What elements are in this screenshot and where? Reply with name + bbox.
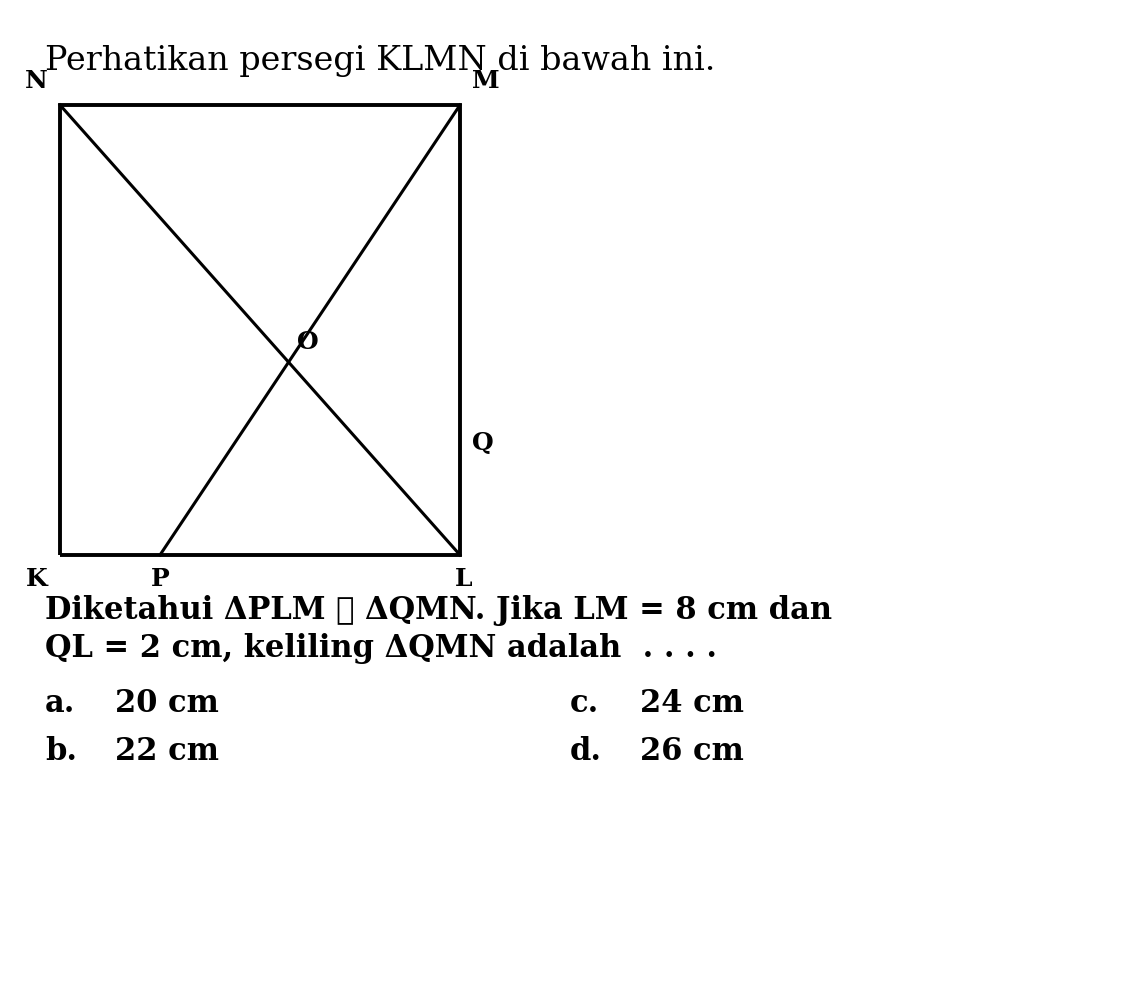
Text: P: P: [151, 567, 169, 591]
Text: d.: d.: [570, 736, 602, 767]
Text: QL = 2 cm, keliling ΔQMN adalah  . . . .: QL = 2 cm, keliling ΔQMN adalah . . . .: [44, 633, 717, 664]
Text: c.: c.: [570, 688, 599, 719]
Text: N: N: [25, 69, 48, 93]
Text: 24 cm: 24 cm: [640, 688, 744, 719]
Text: L: L: [455, 567, 472, 591]
Text: 22 cm: 22 cm: [115, 736, 219, 767]
Text: 26 cm: 26 cm: [640, 736, 744, 767]
Text: Diketahui ΔPLM ≅ ΔQMN. Jika LM = 8 cm dan: Diketahui ΔPLM ≅ ΔQMN. Jika LM = 8 cm da…: [44, 595, 832, 626]
Text: 20 cm: 20 cm: [115, 688, 219, 719]
Text: Q: Q: [472, 430, 494, 455]
Text: Perhatikan persegi KLMN di bawah ini.: Perhatikan persegi KLMN di bawah ini.: [44, 45, 715, 77]
Text: b.: b.: [44, 736, 76, 767]
Text: a.: a.: [44, 688, 75, 719]
Text: K: K: [26, 567, 48, 591]
Text: M: M: [472, 69, 500, 93]
Text: O: O: [297, 331, 318, 354]
